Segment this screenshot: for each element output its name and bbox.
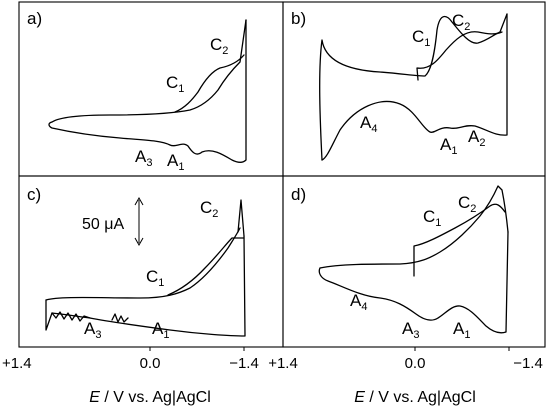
panel-a-forward-scan-2 [174, 54, 245, 113]
panel-c-reverse-scan [45, 235, 246, 337]
scale-bar-arrow-down [134, 237, 144, 247]
peak-label-c-c1: C1 [146, 267, 164, 289]
peak-label-d-a4: A4 [350, 291, 367, 313]
peak-label-b-c2: C2 [452, 11, 470, 33]
panel-c-letter: c) [27, 185, 41, 204]
panel-c-forward-scan-2 [167, 237, 245, 296]
panel-b-forward-scan [319, 13, 508, 161]
peak-label-c-c2: C2 [200, 198, 218, 220]
peak-label-a-c2: C2 [210, 35, 228, 57]
peak-label-c-a3: A3 [84, 319, 101, 341]
peak-label-d-c1: C1 [423, 207, 441, 229]
x-axis-title-right: E / V vs. Ag|AgCl [354, 389, 476, 406]
panel-a-letter: a) [27, 9, 42, 28]
panel-d-forward-scan [319, 185, 509, 269]
peak-label-b-a4: A4 [360, 113, 377, 135]
peak-label-d-a3: A3 [402, 319, 419, 341]
panel-d-letter: d) [291, 185, 306, 204]
x-tick-label-left-neg: −1.4 [229, 355, 259, 372]
x-tick-label-left-zero: 0.0 [140, 355, 161, 372]
x-tick-label-right-plus: +1.4 [268, 355, 298, 372]
peak-label-b-a1: A1 [440, 135, 457, 157]
panel-b-letter: b) [291, 9, 306, 28]
peak-label-a-c1: C1 [166, 73, 184, 95]
peak-label-d-c2: C2 [458, 193, 476, 215]
panel-a-reverse-scan [48, 19, 247, 163]
peak-label-a-a1: A1 [167, 151, 184, 173]
x-tick-label-right-zero: 0.0 [405, 355, 426, 372]
panel-c-forward-scan [45, 227, 241, 301]
panel-d-reverse-scan [318, 231, 509, 334]
panel-a-frame [18, 1, 284, 177]
x-tick-label-left-plus: +1.4 [2, 355, 32, 372]
peak-label-b-a2: A2 [468, 127, 485, 149]
panel-c-frame [18, 175, 284, 348]
panel-c-noise [51, 311, 129, 323]
peak-label-c-a1: A1 [152, 319, 169, 341]
scale-bar-arrow-up [134, 196, 144, 206]
x-axis-title-left: E / V vs. Ag|AgCl [89, 389, 211, 406]
panel-c-spike [237, 199, 245, 237]
scale-bar-label: 50 μA [82, 216, 124, 233]
panel-b-reverse-scan [321, 13, 508, 161]
peak-label-a-a3: A3 [135, 147, 152, 169]
peak-label-b-c1: C1 [412, 27, 430, 49]
peak-label-d-a1: A1 [453, 319, 470, 341]
panel-d-frame [282, 175, 546, 348]
panel-b-forward-scan-2 [416, 31, 503, 81]
x-tick-label-right-neg: −1.4 [513, 355, 543, 372]
panel-a-forward-scan [51, 19, 247, 123]
panel-d-forward-scan-2 [413, 203, 506, 277]
